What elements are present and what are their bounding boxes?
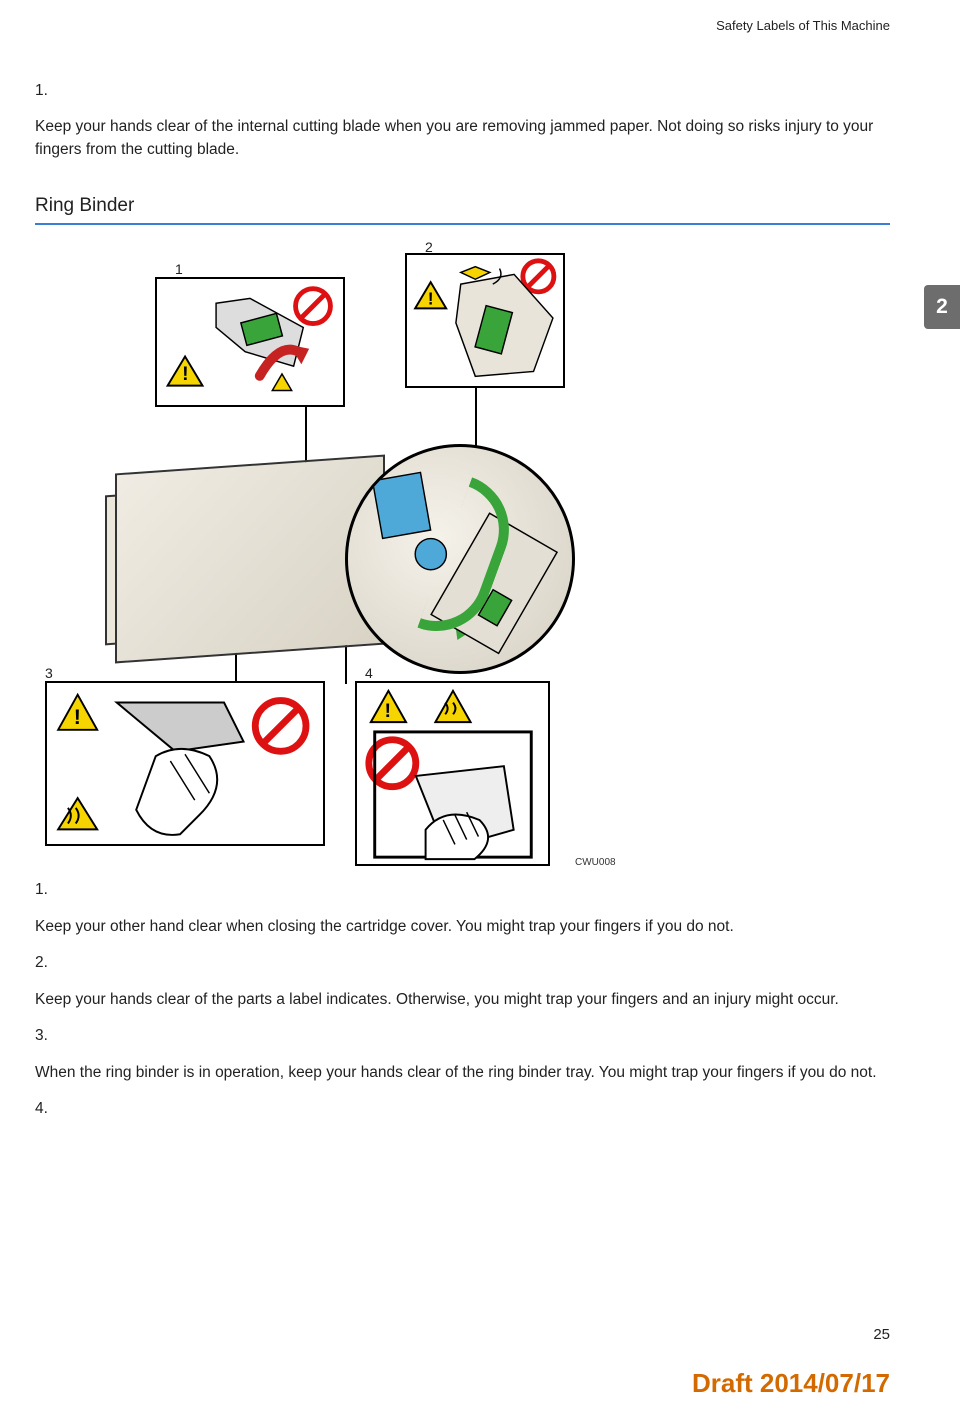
- list-item-2-text: Keep your hands clear of the parts a lab…: [35, 989, 890, 1011]
- svg-text:!: !: [182, 363, 188, 385]
- list-item-1-num: 1.: [35, 879, 890, 901]
- figure-code: CWU008: [575, 857, 616, 868]
- safety-panel-3: !: [45, 681, 325, 846]
- page-number: 25: [873, 1326, 890, 1343]
- page-content: 1. Keep your hands clear of the internal…: [35, 80, 890, 1135]
- draft-watermark: Draft 2014/07/17: [692, 1368, 890, 1399]
- running-header: Safety Labels of This Machine: [716, 18, 890, 33]
- safety-panel-4: !: [355, 681, 550, 866]
- safety-panel-2: !: [405, 253, 565, 388]
- chapter-tab: 2: [924, 285, 960, 329]
- svg-text:!: !: [428, 289, 434, 309]
- figure-label-1: 1: [175, 261, 183, 277]
- svg-text:!: !: [385, 701, 392, 723]
- list-item-2-num: 2.: [35, 952, 890, 974]
- list-item-3-text: When the ring binder is in operation, ke…: [35, 1062, 890, 1084]
- list-item-3-num: 3.: [35, 1025, 890, 1047]
- ring-binder-figure: 1 2 3 4 ! !: [45, 239, 685, 869]
- list-item-4-num: 4.: [35, 1098, 890, 1120]
- list-item-1-text: Keep your other hand clear when closing …: [35, 916, 890, 938]
- safety-panel-1: !: [155, 277, 345, 407]
- section-rule: [35, 223, 890, 225]
- intro-item-num: 1.: [35, 80, 890, 102]
- intro-item-text: Keep your hands clear of the internal cu…: [35, 116, 890, 161]
- magnifier-detail: [345, 444, 575, 674]
- figure-label-3: 3: [45, 665, 53, 681]
- machine-illustration: [115, 434, 595, 669]
- svg-text:!: !: [74, 705, 81, 729]
- section-title: Ring Binder: [35, 195, 890, 217]
